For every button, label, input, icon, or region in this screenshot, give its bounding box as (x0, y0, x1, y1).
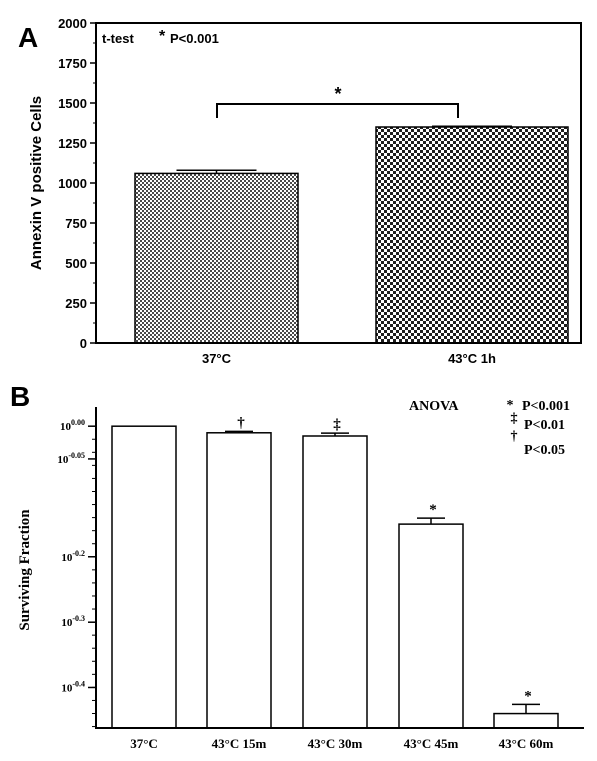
panel-b-test-label: ANOVA (409, 399, 459, 414)
panel-b-significance-mark: * (429, 502, 437, 518)
panel-b-x-tick-label: 37°C (130, 736, 158, 751)
panel-b-y-ticks: 100.00 10-0.05 10-0.2 10-0.3 10-0.4 (57, 418, 96, 728)
panel-a-significance-bracket (216, 103, 459, 118)
panel-a: A Annexin V positive Cells 0 250 500 750 100… (18, 16, 582, 366)
panel-a-y-tick-label: 1750 (58, 56, 87, 71)
panel-a-y-tick-label: 0 (80, 336, 87, 351)
panel-b-legend-text: P<0.01 (524, 418, 565, 433)
panel-a-y-tick-label: 1250 (58, 136, 87, 151)
panel-b-bar (302, 435, 368, 729)
panel-a-y-tick-label: 250 (65, 296, 87, 311)
panel-b-significance-mark: † (237, 415, 245, 431)
panel-a-y-axis-title: Annexin V positive Cells (28, 96, 45, 270)
panel-b-legend-symbol: ‡ (511, 411, 518, 426)
panel-b-y-tick-label: 10-0.4 (61, 679, 85, 694)
panel-b-y-tick-label: 10-0.3 (61, 614, 85, 629)
panel-b-legend-text: P<0.001 (522, 399, 570, 414)
panel-a-plot-frame (95, 22, 582, 344)
panel-b-y-tick-label: 100.00 (60, 418, 85, 433)
panel-b: B Surviving Fraction 100.00 10-0.05 10-0.2… (10, 381, 584, 751)
panel-a-sig-symbol: * (159, 28, 166, 45)
panel-b-bar (206, 432, 272, 729)
panel-b-x-tick-label: 43°C 60m (499, 736, 554, 751)
panel-a-sig-text: P<0.001 (170, 31, 219, 46)
panel-b-label: B (10, 381, 30, 412)
panel-b-x-tick-label: 43°C 45m (404, 736, 459, 751)
panel-b-x-tick-label: 43°C 30m (308, 736, 363, 751)
panel-b-y-tick-label: 10-0.05 (57, 451, 85, 466)
panel-b-significance-marks: † ‡ * * (237, 415, 532, 704)
panel-b-bars (111, 425, 559, 729)
panel-a-bar (134, 172, 299, 344)
panel-a-x-tick-labels: 37°C 43°C 1h (202, 351, 496, 366)
panel-b-significance-mark: * (524, 688, 532, 704)
panel-b-significance-legend: * P<0.001 ‡ P<0.01 † P<0.05 (507, 398, 571, 458)
panel-a-bar (375, 126, 569, 344)
panel-a-y-tick-label: 750 (65, 216, 87, 231)
panel-a-test-label: t-test (102, 31, 134, 46)
panel-a-y-tick-label: 1500 (58, 96, 87, 111)
panel-a-x-tick-label: 43°C 1h (448, 351, 496, 366)
panel-b-bar (398, 523, 464, 729)
panel-a-y-tick-label: 2000 (58, 16, 87, 31)
panel-b-bar (493, 712, 559, 729)
panel-a-bars (134, 126, 569, 344)
panel-b-x-tick-label: 43°C 15m (212, 736, 267, 751)
panel-a-y-tick-label: 1000 (58, 176, 87, 191)
panel-b-y-tick-label: 10-0.2 (61, 549, 85, 564)
panel-a-x-tick-label: 37°C (202, 351, 232, 366)
panel-a-y-tick-label: 500 (65, 256, 87, 271)
panel-b-bar (111, 425, 177, 729)
panel-b-x-tick-labels: 37°C 43°C 15m 43°C 30m 43°C 45m 43°C 60m (130, 736, 553, 751)
panel-b-axes (95, 407, 584, 729)
panel-b-significance-mark: ‡ (333, 417, 341, 433)
panel-b-legend-symbol: * (507, 398, 514, 413)
panel-a-label: A (18, 22, 38, 53)
panel-a-error-bars (176, 125, 512, 174)
panel-b-y-axis-title: Surviving Fraction (17, 509, 33, 631)
panel-a-bracket-star: * (334, 84, 341, 104)
panel-b-legend-symbol: † (511, 429, 518, 444)
panel-b-legend-text: P<0.05 (524, 443, 565, 458)
panel-a-y-ticks: 0 250 500 750 1000 1250 1500 1750 2000 (58, 16, 96, 351)
